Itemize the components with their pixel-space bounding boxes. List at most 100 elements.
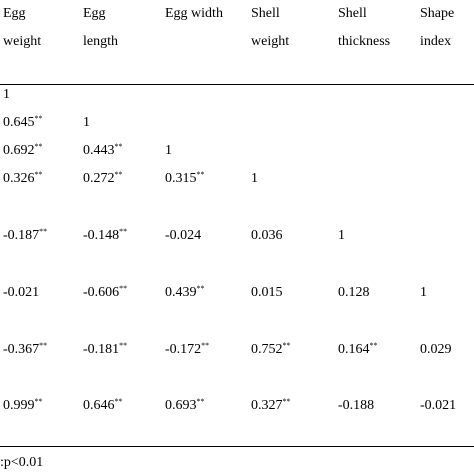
cell-value: 0.326 xyxy=(3,171,35,186)
column-header-line: length xyxy=(83,34,118,49)
table-cell: 0.999** xyxy=(3,398,43,414)
table-cell: 0.693** xyxy=(165,398,205,414)
column-header: Shape index xyxy=(420,0,454,56)
column-header-line: weight xyxy=(3,34,42,49)
cell-value: 0.029 xyxy=(420,342,452,357)
column-header-line: Egg xyxy=(83,6,106,21)
significance-marker: ** xyxy=(282,397,291,406)
cell-value: -0.021 xyxy=(3,285,40,300)
table-cell: 0.128 xyxy=(338,285,370,301)
table-cell: -0.187** xyxy=(3,228,47,244)
table-cell: 1 xyxy=(251,171,258,187)
significance-marker: ** xyxy=(119,341,128,350)
column-header-line: Egg xyxy=(3,6,26,21)
significance-marker: ** xyxy=(114,397,123,406)
table-cell: 1 xyxy=(420,285,427,301)
column-header-line xyxy=(165,28,223,56)
bottom-rule xyxy=(0,446,474,447)
cell-value: -0.187 xyxy=(3,228,40,243)
cell-value: 0.128 xyxy=(338,285,370,300)
table-cell: 0.036 xyxy=(251,228,283,244)
cell-value: -0.181 xyxy=(83,342,120,357)
table-cell: 0.646** xyxy=(83,398,123,414)
cell-value: -0.021 xyxy=(420,398,457,413)
cell-value: 1 xyxy=(3,87,10,102)
cell-value: -0.188 xyxy=(338,398,375,413)
header-rule xyxy=(0,84,474,85)
significance-marker: ** xyxy=(196,284,205,293)
cell-value: -0.024 xyxy=(165,228,202,243)
table-cell: -0.021 xyxy=(420,398,456,414)
column-header-line: weight xyxy=(251,34,290,49)
cell-value: 0.015 xyxy=(251,285,283,300)
cell-value: -0.606 xyxy=(83,285,120,300)
cell-value: 1 xyxy=(83,115,90,130)
table-cell: 0.752** xyxy=(251,342,291,358)
table-cell: 1 xyxy=(338,228,345,244)
cell-value: 0.692 xyxy=(3,143,35,158)
column-header: Egg weight xyxy=(3,0,41,56)
cell-value: 0.645 xyxy=(3,115,35,130)
significance-marker: ** xyxy=(119,284,128,293)
column-header-line: index xyxy=(420,34,452,49)
cell-value: 0.315 xyxy=(165,171,197,186)
table-cell: 0.692** xyxy=(3,143,43,159)
column-header-line: Shell xyxy=(251,6,280,21)
cell-value: 0.164 xyxy=(338,342,370,357)
table-cell: -0.172** xyxy=(165,342,209,358)
cell-value: 1 xyxy=(420,285,427,300)
table-cell: -0.188 xyxy=(338,398,374,414)
significance-marker: ** xyxy=(34,397,43,406)
column-header-line: thickness xyxy=(338,34,391,49)
significance-marker: ** xyxy=(34,170,43,179)
table-cell: 1 xyxy=(3,87,10,103)
table-cell: 0.326** xyxy=(3,171,43,187)
column-header-line: Egg width xyxy=(165,6,223,21)
cell-value: 0.443 xyxy=(83,143,115,158)
column-header-line: Shell xyxy=(338,6,367,21)
significance-marker: ** xyxy=(201,341,210,350)
table-cell: 0.439** xyxy=(165,285,205,301)
significance-marker: ** xyxy=(119,227,128,236)
cell-value: 0.036 xyxy=(251,228,283,243)
column-header: Egg width xyxy=(165,0,223,56)
cell-value: 0.327 xyxy=(251,398,283,413)
cell-value: 0.693 xyxy=(165,398,197,413)
significance-marker: ** xyxy=(34,142,43,151)
cell-value: 0.999 xyxy=(3,398,35,413)
cell-value: -0.148 xyxy=(83,228,120,243)
cell-value: -0.172 xyxy=(165,342,202,357)
significance-marker: ** xyxy=(196,397,205,406)
column-header: Egg length xyxy=(83,0,118,56)
cell-value: 0.272 xyxy=(83,171,115,186)
table-cell: -0.024 xyxy=(165,228,201,244)
significance-marker: ** xyxy=(282,341,291,350)
table-cell: -0.367** xyxy=(3,342,47,358)
significance-marker: ** xyxy=(114,142,123,151)
cell-value: 1 xyxy=(165,143,172,158)
table-cell: 1 xyxy=(83,115,90,131)
table-cell: 0.443** xyxy=(83,143,123,159)
table-cell: 0.315** xyxy=(165,171,205,187)
cell-value: 1 xyxy=(251,171,258,186)
table-cell: 1 xyxy=(165,143,172,159)
table-cell: 0.015 xyxy=(251,285,283,301)
column-header: Shell weight xyxy=(251,0,289,56)
significance-marker: ** xyxy=(34,114,43,123)
cell-value: 0.439 xyxy=(165,285,197,300)
table-cell: -0.181** xyxy=(83,342,127,358)
column-header-line: Shape xyxy=(420,6,455,21)
significance-marker: ** xyxy=(369,341,378,350)
table-cell: -0.148** xyxy=(83,228,127,244)
table-cell: 0.029 xyxy=(420,342,452,358)
table-cell: 0.327** xyxy=(251,398,291,414)
cell-value: 1 xyxy=(338,228,345,243)
table-cell: -0.021 xyxy=(3,285,39,301)
table-cell: 0.272** xyxy=(83,171,123,187)
significance-marker: ** xyxy=(114,170,123,179)
significance-marker: ** xyxy=(39,341,48,350)
table-cell: 0.645** xyxy=(3,115,43,131)
significance-marker: ** xyxy=(39,227,48,236)
cell-value: -0.367 xyxy=(3,342,40,357)
